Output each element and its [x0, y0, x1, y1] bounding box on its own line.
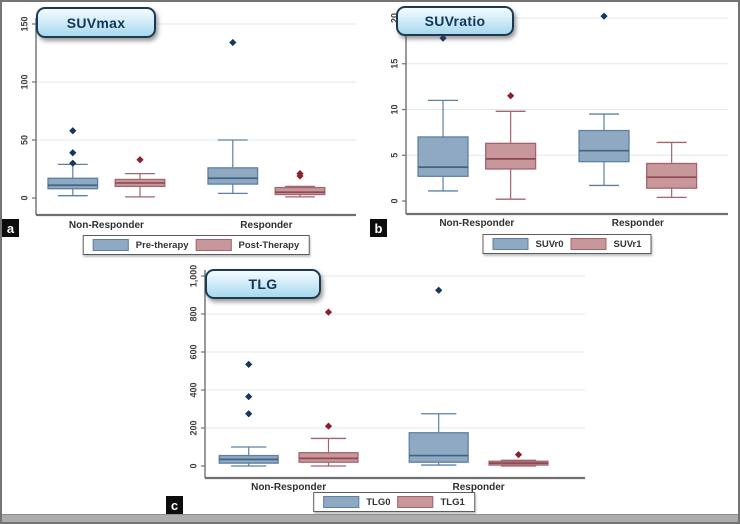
boxplot-canvas-suvmax: 0 50 100 150 Non-Responder Responder: [19, 16, 356, 231]
y-tick-label: 800: [188, 306, 198, 321]
legend-label: Pre-therapy: [135, 239, 189, 251]
y-tick-label: 200: [188, 420, 198, 435]
legend-label: TLG0: [366, 496, 391, 508]
panel-title-box: SUVmax: [36, 7, 156, 38]
outlier-point: [324, 308, 333, 316]
outlier-point: [600, 12, 608, 20]
y-tick-label: 0: [188, 463, 198, 468]
panel-title: TLG: [248, 276, 278, 292]
y-tick-label: 400: [188, 382, 198, 397]
box: [408, 432, 469, 463]
y-tick-label: 10: [389, 104, 399, 114]
panel-letter-badge-a: a: [2, 219, 19, 237]
panel-letter-badge-c: c: [166, 496, 183, 514]
panel-title-box: TLG: [205, 269, 321, 299]
boxplot-canvas-suvratio: 0 5 10 15 20 Non-Responder Responder: [389, 12, 728, 229]
legend-label: SUVr0: [535, 238, 564, 250]
panel-letter-badge-b: b: [370, 219, 387, 237]
y-tick-label: 20: [389, 13, 399, 23]
outlier-point: [69, 127, 77, 135]
x-category-label: Responder: [240, 220, 292, 231]
y-tick-label: 0: [389, 198, 399, 203]
box: [47, 177, 99, 190]
outlier-point: [245, 410, 253, 418]
box: [207, 167, 259, 185]
outlier-point: [136, 156, 144, 164]
panel-suvratio: 0 5 10 15 20 Non-Responder Responder SUVratio …: [370, 2, 738, 258]
legend: Pre-therapy Post-Therapy: [82, 235, 310, 255]
legend-swatch-pre-therapy: [92, 239, 129, 251]
box: [485, 142, 537, 170]
y-tick-label: 50: [19, 135, 29, 145]
outlier-point: [245, 360, 253, 368]
panel-suvmax: 0 50 100 150 Non-Responder Responder SUVmax P…: [2, 2, 368, 258]
legend-label: Post-Therapy: [238, 239, 300, 251]
outlier-point: [229, 38, 237, 47]
x-category-label: Responder: [452, 482, 504, 493]
y-tick-label: 1,000: [188, 265, 198, 288]
outlier-point: [245, 393, 253, 401]
box: [578, 129, 630, 163]
outlier-point: [296, 170, 304, 178]
box: [646, 162, 698, 189]
panel-title: SUVmax: [66, 14, 126, 31]
box: [274, 186, 326, 196]
legend-label: SUVr1: [613, 238, 642, 250]
y-tick-label: 100: [19, 74, 29, 89]
y-tick-label: 150: [19, 16, 29, 31]
legend: SUVr0 SUVr1: [482, 234, 652, 254]
y-tick-label: 15: [389, 59, 399, 69]
panel-tlg: 0 200 400 600 800 1,000 Non-Responder Responder…: [150, 260, 590, 514]
legend-swatch-suvr0: [492, 238, 529, 250]
bottom-bar: [2, 514, 738, 522]
outlier-point: [69, 159, 77, 167]
outlier-point: [514, 450, 523, 459]
outlier-point: [507, 92, 515, 100]
legend-label: TLG1: [440, 496, 465, 508]
legend-swatch-post-therapy: [195, 239, 232, 251]
panel-title: SUVratio: [424, 13, 486, 29]
panel-title-box: SUVratio: [396, 6, 514, 36]
outlier-point: [69, 149, 77, 157]
x-category-label: Responder: [612, 218, 664, 229]
legend-swatch-suvr1: [570, 238, 607, 250]
outlier-point: [435, 286, 443, 294]
legend: TLG0 TLG1: [313, 492, 475, 512]
boxplot-canvas-tlg: 0 200 400 600 800 1,000 Non-Responder Responder: [188, 265, 585, 493]
box: [298, 452, 359, 463]
y-tick-label: 0: [19, 195, 29, 200]
box: [417, 136, 469, 177]
legend-swatch-tlg0: [323, 496, 360, 508]
outlier-point: [439, 34, 447, 42]
y-tick-label: 600: [188, 344, 198, 359]
legend-swatch-tlg1: [397, 496, 434, 508]
x-category-label: Non-Responder: [439, 218, 514, 229]
x-category-label: Non-Responder: [69, 220, 144, 231]
outlier-point: [324, 422, 333, 430]
x-category-label: Non-Responder: [251, 482, 326, 493]
y-tick-label: 5: [389, 153, 399, 158]
